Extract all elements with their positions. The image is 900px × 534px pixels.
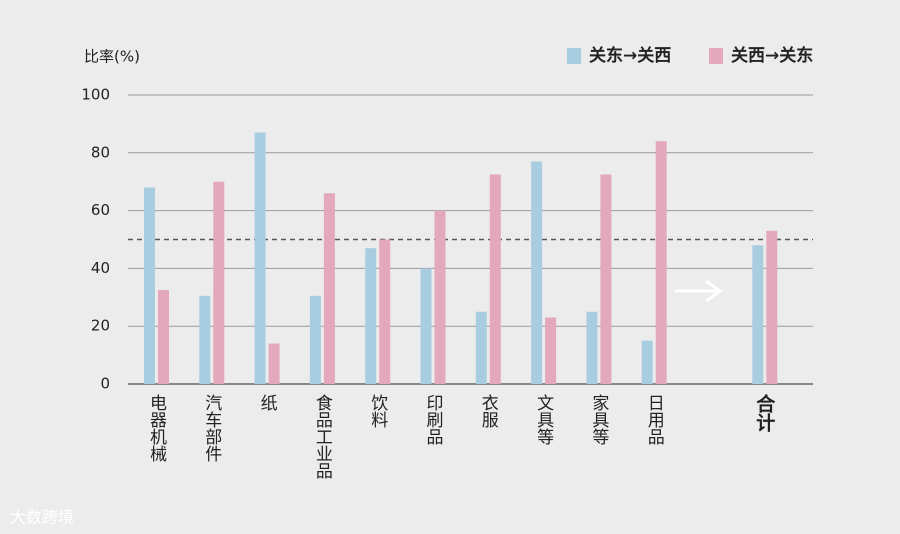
bar xyxy=(268,343,280,384)
legend-label: 关东→关西 xyxy=(589,45,671,66)
bar xyxy=(309,295,321,384)
x-tick-label: 合计 xyxy=(753,393,775,433)
bar xyxy=(586,311,598,384)
bar xyxy=(379,239,391,384)
y-tick-label: 0 xyxy=(100,375,110,393)
y-tick-label: 20 xyxy=(91,317,110,335)
bar xyxy=(323,193,335,384)
bar xyxy=(199,295,211,384)
bar xyxy=(144,187,155,384)
x-tick-label: 日用品 xyxy=(644,394,665,445)
bar xyxy=(489,174,501,384)
x-tick-label: 食品工业品 xyxy=(312,394,333,479)
legend-label: 关西→关东 xyxy=(731,45,813,66)
legend-swatch xyxy=(567,48,581,64)
bar xyxy=(420,268,432,384)
bar xyxy=(434,210,446,384)
x-tick-label: 文具等 xyxy=(533,394,554,445)
y-tick-label: 60 xyxy=(91,201,110,219)
y-axis-label: 比率(%) xyxy=(84,48,140,66)
y-tick-label: 100 xyxy=(81,86,110,104)
bar xyxy=(213,181,225,384)
bar xyxy=(545,317,557,384)
x-tick-label: 电器机械 xyxy=(146,394,167,462)
bar xyxy=(766,230,778,384)
y-tick-label: 80 xyxy=(91,143,110,161)
bar xyxy=(475,311,487,384)
gap-arrow xyxy=(675,279,723,303)
x-tick-label: 家具等 xyxy=(588,394,609,445)
bar xyxy=(531,161,543,384)
x-tick-label: 汽车部件 xyxy=(201,394,222,462)
x-tick-label: 印刷品 xyxy=(423,394,444,445)
y-tick-label: 40 xyxy=(91,259,110,277)
bar xyxy=(600,174,612,384)
watermark: 大数跨境 xyxy=(10,508,74,527)
x-tick-label: 纸 xyxy=(257,394,278,411)
bar xyxy=(365,248,377,384)
legend-swatch xyxy=(709,48,723,64)
bar xyxy=(254,132,266,384)
x-tick-label: 衣服 xyxy=(478,394,499,429)
bar xyxy=(752,245,764,384)
bar xyxy=(655,141,667,384)
x-tick-label: 饮料 xyxy=(367,394,388,428)
bar xyxy=(158,290,169,384)
bar xyxy=(641,340,653,384)
